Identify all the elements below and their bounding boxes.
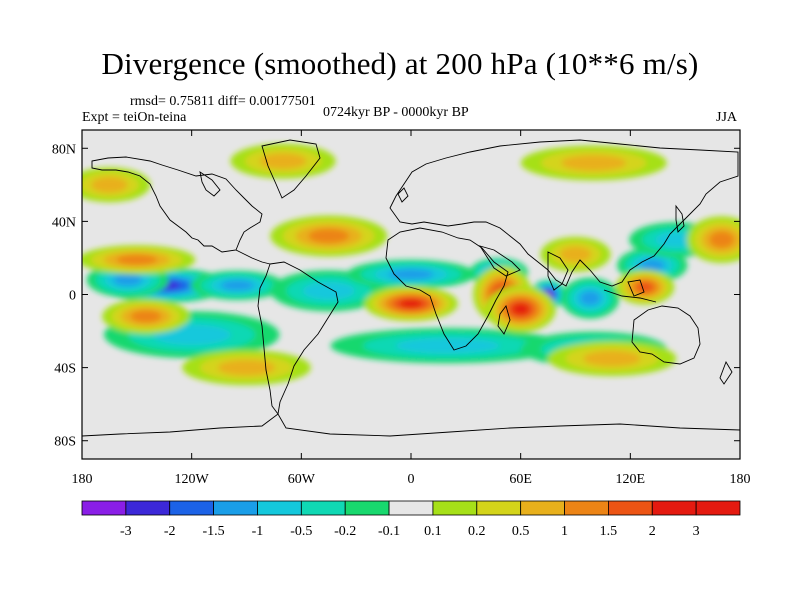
chart-title: Divergence (smoothed) at 200 hPa (10**6 … [101,46,699,81]
colorbar-label-8: 0.2 [468,524,486,539]
coastline-eurasia [389,139,739,287]
colorbar-label-9: 0.5 [512,524,530,539]
colorbar-label-5: -0.2 [334,524,356,539]
coastline-indonesia [603,289,657,303]
colorbar-box-0 [81,500,127,516]
coastline-hudson-bay [199,171,221,197]
field-contour-1-3 [113,273,142,286]
lon-tick-label-6: 180 [730,472,751,487]
colorbar-label-1: -2 [164,524,176,539]
coastline-india [547,251,569,291]
colorbar-label-4: -0.5 [290,524,312,539]
field-contour-24-2 [583,350,641,367]
field-contour-8-3 [640,259,665,272]
lon-tick-label-0: 180 [72,472,93,487]
coastline-south-america [257,261,339,416]
colorbar-box-5 [300,500,346,516]
colorbar-box-14 [695,500,741,516]
lon-tick-label-5: 120E [616,472,646,487]
axis-ticks: 80N 40N 0 40S 80S 180 120W 60W 0 60E 120E 180 [52,130,751,487]
colorbar-label-2: -1.5 [203,524,225,539]
field-contour-25-2 [217,359,276,376]
colorbar-box-2 [169,500,215,516]
field-contour-9-2 [655,231,697,248]
coastlines [82,139,740,437]
field-contour-2-3 [221,280,254,291]
coastline-antarctica [82,413,740,437]
colorbar-box-13 [651,500,697,516]
field-contour-20-3 [709,231,734,248]
field-contour-13-5 [399,299,423,308]
field-contour-16-4 [636,282,654,293]
coastline-japan [675,204,685,233]
lat-tick-label-2: 0 [69,289,76,304]
colorbar-label-11: 1.5 [600,524,618,539]
lat-tick-label-0: 80N [52,142,76,157]
field-contour-3-2 [302,281,355,300]
coastline-madagascar [497,305,511,335]
lon-tick-label-3: 0 [408,472,415,487]
field-contour-23-2 [561,155,627,171]
colorbar-box-7 [388,500,434,516]
colorbar-box-10 [520,500,565,516]
lon-tick-label-2: 60W [288,472,316,487]
colorbar-label-0: -3 [120,524,132,539]
coastline-british-isles [397,187,409,203]
lon-tick-label-4: 60E [509,472,532,487]
coastline-africa [385,227,509,351]
divergence-field [82,130,740,459]
field-contour-4-3 [388,269,434,280]
colorbar-box-11 [564,500,609,516]
period-label: 0724kyr BP - 0000kyr BP [323,105,469,120]
colorbar-box-8 [432,500,478,516]
field-contour-18-3 [130,310,162,323]
season-label: JJA [716,110,738,125]
coastline-arabia [478,245,521,277]
field-contour-19-3 [308,228,350,244]
lon-tick-label-1: 120W [175,472,210,487]
field-contour-7-3 [579,291,601,306]
colorbar-label-13: 3 [693,524,700,539]
lat-tick-label-4: 80S [54,435,76,450]
lat-tick-label-3: 40S [54,362,76,377]
field-contour-11-2 [395,337,500,354]
field-contour-21-2 [91,177,128,193]
lat-tick-label-1: 40N [52,215,76,230]
colorbar-box-4 [257,500,302,516]
coastline-borneo [627,279,645,297]
coastline-australia [631,305,701,365]
colorbar-box-6 [344,500,390,516]
colorbar-box-3 [213,500,258,516]
colorbar-label-10: 1 [561,524,568,539]
field-contour-17-3 [116,254,158,265]
experiment-label: Expt = teiOn-teina [82,110,187,125]
colorbar-label-12: 2 [649,524,656,539]
colorbar-label-6: -0.1 [378,524,400,539]
colorbar-label-3: -1 [252,524,264,539]
coastline-greenland [261,139,321,199]
colorbar-box-9 [476,500,522,516]
colorbar: -3 -2 -1.5 -1 -0.5 -0.2 -0.1 0.1 0.2 0.5 1 1.5 2 3 [81,500,741,539]
stats-label: rmsd= 0.75811 diff= 0.00177501 [130,94,316,109]
field-contour-15-5 [512,303,530,315]
coastline-new-zealand [719,360,733,385]
coastline-central-america [235,249,271,265]
field-contour-22-2 [259,153,307,169]
colorbar-box-1 [125,500,171,516]
colorbar-box-12 [608,500,653,516]
colorbar-label-7: 0.1 [424,524,442,539]
field-contour-26-2 [559,246,592,263]
